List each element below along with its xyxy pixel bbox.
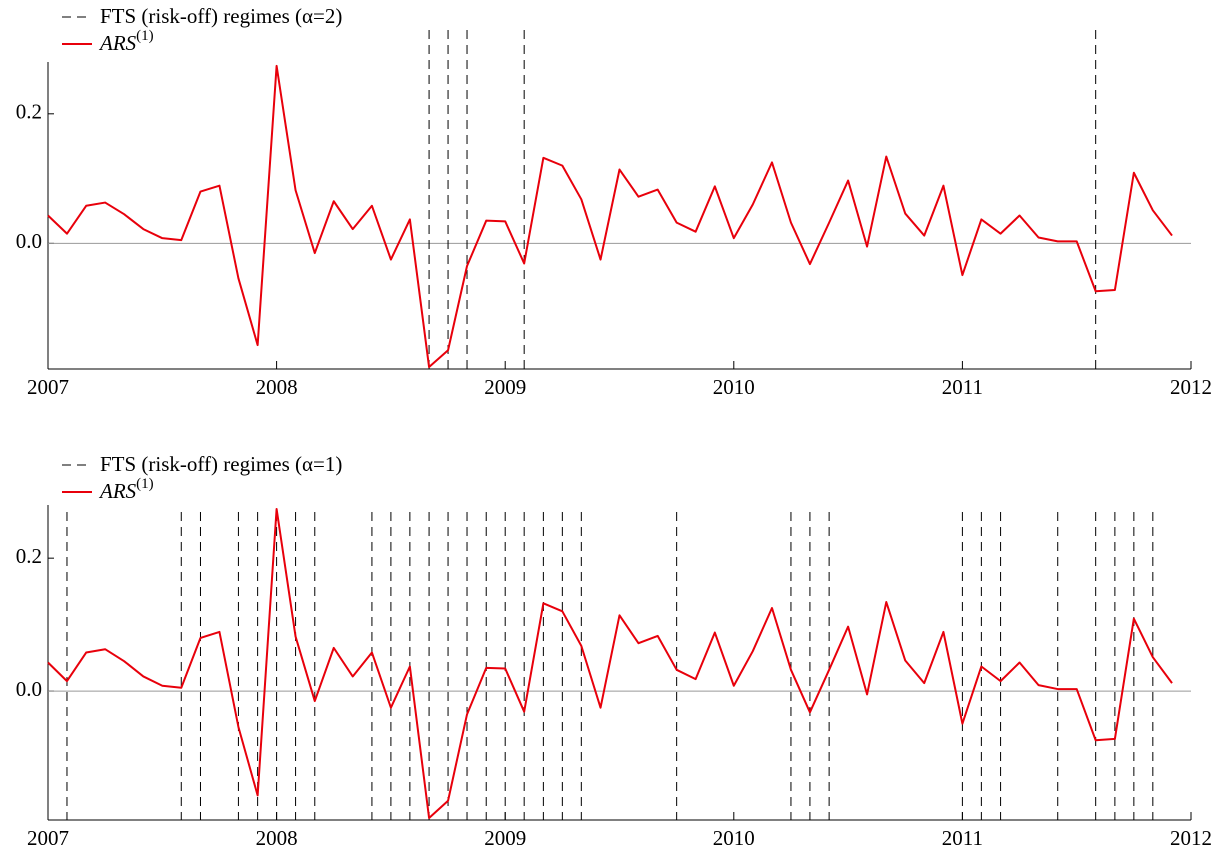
x-tick-label: 2009 — [484, 826, 526, 850]
x-tick-label: 2011 — [942, 375, 983, 399]
legend: FTS (risk-off) regimes (α=2)ARS(1) — [62, 4, 342, 55]
legend-name: ARS — [98, 479, 137, 503]
data-line — [47, 64, 1173, 369]
y-tick-label: 0.0 — [16, 229, 42, 253]
x-tick-label: 2007 — [27, 375, 69, 399]
data-line — [47, 507, 1173, 820]
legend-label: ARS(1) — [98, 28, 154, 54]
legend-label: FTS (risk-off) regimes (α=1) — [100, 452, 342, 476]
legend-label: ARS(1) — [98, 476, 154, 502]
legend-sup: (1) — [136, 28, 154, 44]
y-tick-label: 0.2 — [16, 544, 42, 568]
legend: FTS (risk-off) regimes (α=1)ARS(1) — [62, 452, 342, 503]
x-tick-label: 2012 — [1170, 826, 1212, 850]
x-tick-label: 2010 — [713, 375, 755, 399]
x-tick-label: 2011 — [942, 826, 983, 850]
x-tick-label: 2009 — [484, 375, 526, 399]
y-tick-label: 0.2 — [16, 100, 42, 124]
x-tick-label: 2008 — [256, 375, 298, 399]
x-tick-label: 2007 — [27, 826, 69, 850]
legend-label: FTS (risk-off) regimes (α=2) — [100, 4, 342, 28]
x-tick-label: 2010 — [713, 826, 755, 850]
x-tick-label: 2012 — [1170, 375, 1212, 399]
legend-sup: (1) — [136, 476, 154, 492]
x-tick-label: 2008 — [256, 826, 298, 850]
y-tick-label: 0.0 — [16, 677, 42, 701]
legend-name: ARS — [98, 31, 137, 55]
